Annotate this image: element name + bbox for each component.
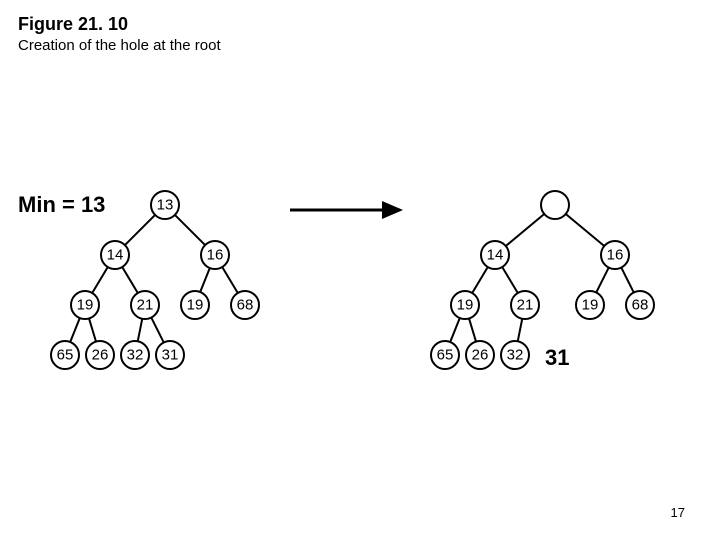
right-tree-edge	[502, 267, 518, 293]
heap-diagram: 13 14 16 19 21 19 68 65 26 32 31 14 16 19 21 19 68 65 26 32	[0, 185, 720, 405]
extracted-value: 31	[545, 345, 569, 371]
figure-heading: Figure 21. 10 Creation of the hole at th…	[18, 14, 221, 54]
right-tree-edge	[450, 318, 460, 342]
right-tree-edge	[596, 268, 608, 293]
left-tree-node-label: 65	[57, 347, 74, 364]
left-tree-node-label: 16	[207, 247, 224, 264]
right-tree-node-label: 19	[457, 297, 474, 314]
left-tree-node-label: 68	[237, 297, 254, 314]
right-tree-node-label: 26	[472, 347, 489, 364]
left-tree-edge	[175, 215, 205, 245]
left-tree-edge	[222, 267, 238, 293]
left-tree-edge	[151, 318, 163, 343]
left-tree-edge	[89, 318, 96, 341]
right-tree-node-label: 68	[632, 297, 649, 314]
right-tree-node-label: 16	[607, 247, 624, 264]
right-tree-edge	[506, 214, 544, 246]
right-tree-edge	[518, 319, 523, 342]
left-tree-edge	[70, 318, 80, 342]
right-tree-edge	[621, 268, 633, 293]
right-tree-node	[541, 191, 569, 219]
left-tree-node-label: 13	[157, 197, 174, 214]
left-tree-edge	[138, 319, 143, 342]
right-tree-node-label: 14	[487, 247, 504, 264]
left-tree-node-label: 21	[137, 297, 154, 314]
right-tree-edge	[566, 214, 604, 246]
left-tree-edge	[200, 268, 210, 292]
figure-subtitle: Creation of the hole at the root	[18, 37, 221, 54]
left-tree-node-label: 31	[162, 347, 179, 364]
page-number: 17	[671, 505, 685, 520]
left-tree-edge	[122, 267, 138, 293]
right-tree-node-label: 32	[507, 347, 524, 364]
left-tree-node-label: 26	[92, 347, 109, 364]
right-tree-node-label: 21	[517, 297, 534, 314]
left-tree-node-label: 19	[187, 297, 204, 314]
left-tree-node-label: 14	[107, 247, 124, 264]
figure-title: Figure 21. 10	[18, 14, 221, 35]
right-tree-edge	[469, 318, 476, 341]
left-tree-edge	[92, 267, 108, 293]
left-tree-edge	[125, 215, 155, 245]
right-tree-edge	[472, 267, 488, 293]
left-tree-node-label: 19	[77, 297, 94, 314]
right-tree-node-label: 65	[437, 347, 454, 364]
right-tree-node-label: 19	[582, 297, 599, 314]
left-tree-node-label: 32	[127, 347, 144, 364]
